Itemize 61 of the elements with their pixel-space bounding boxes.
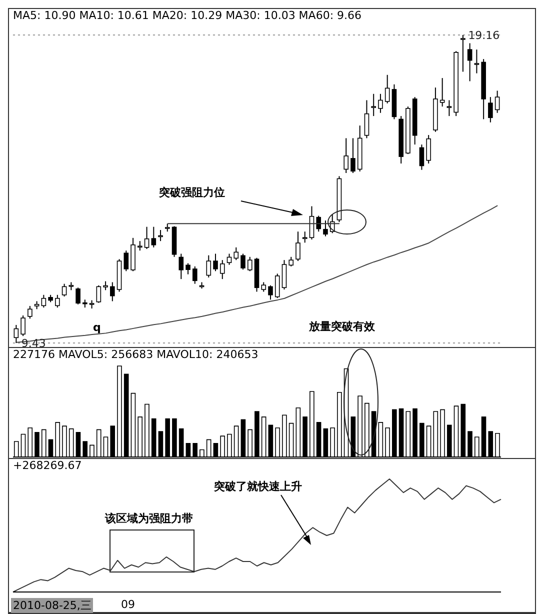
candlestick	[378, 93, 383, 114]
candlestick	[274, 273, 280, 299]
candlestick	[20, 314, 26, 337]
candlestick	[261, 282, 266, 292]
candlestick	[309, 206, 314, 240]
annotation: 19.16	[468, 28, 500, 42]
candlestick	[151, 226, 156, 248]
annotation: 突破强阻力位	[159, 185, 225, 200]
candlestick	[419, 144, 424, 170]
candlestick	[55, 294, 60, 308]
annotation: 该区域为强阻力带	[105, 511, 193, 526]
candlestick	[467, 42, 472, 82]
candlestick	[350, 138, 356, 174]
text: 09	[120, 598, 136, 611]
candlestick	[364, 100, 370, 139]
candlestick	[240, 253, 246, 270]
candlestick	[206, 254, 212, 278]
chart-title: MA5: 10.90 MA10: 10.61 MA20: 10.29 MA30: 10.03 MA60: 9.66	[12, 9, 363, 23]
candlestick	[234, 246, 239, 261]
candlestick	[138, 240, 142, 252]
candlestick	[96, 284, 102, 304]
candlestick	[62, 283, 67, 297]
candlestick	[288, 256, 294, 267]
candlestick	[144, 226, 150, 250]
candlestick	[323, 220, 328, 237]
candlestick	[488, 96, 493, 123]
chart-title: 227176 MAVOL5: 256683 MAVOL10: 240653	[12, 348, 260, 362]
candlestick	[268, 284, 273, 300]
candlestick	[213, 253, 218, 272]
candlestick	[28, 305, 32, 320]
candlestick	[226, 253, 232, 266]
annotation: 放量突破有效	[309, 319, 375, 334]
candlestick	[41, 294, 46, 308]
candlestick	[494, 90, 500, 114]
candlestick	[440, 78, 445, 108]
annotation: q	[93, 321, 101, 334]
text: 2010-08-25,三	[11, 598, 94, 613]
candlestick	[302, 231, 308, 244]
candlestick	[426, 134, 431, 164]
candlestick	[474, 49, 480, 74]
candlestick	[110, 282, 115, 302]
annotation: 9.43	[21, 336, 46, 350]
candlestick	[192, 266, 198, 284]
candlestick	[371, 93, 376, 117]
candlestick	[158, 229, 163, 242]
candlestick	[282, 260, 287, 290]
candlestick	[220, 260, 225, 280]
candlestick	[344, 138, 349, 174]
candlestick	[247, 256, 252, 272]
candlestick	[186, 262, 190, 275]
candlestick	[446, 100, 452, 117]
candlestick	[296, 231, 300, 262]
chart-title: +268269.67	[12, 459, 83, 473]
candlestick	[316, 215, 322, 232]
candlestick	[76, 287, 80, 305]
candlestick	[124, 250, 129, 272]
annotation: 突破了就快速上升	[214, 479, 302, 494]
candlestick	[178, 253, 184, 280]
candlestick	[14, 324, 19, 343]
candlestick	[460, 35, 466, 72]
candlestick	[384, 74, 390, 104]
